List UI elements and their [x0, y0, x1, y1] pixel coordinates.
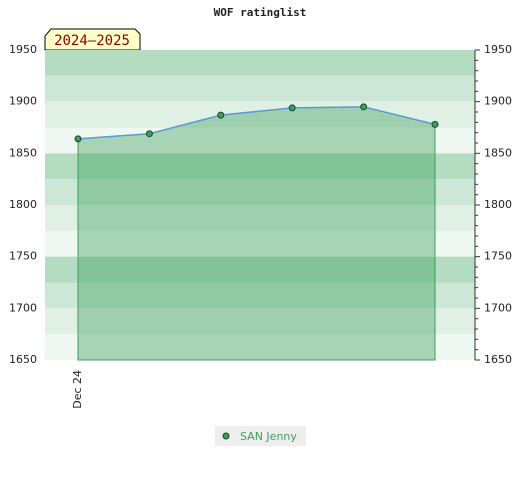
band	[45, 50, 475, 76]
point	[217, 111, 225, 119]
legend-marker	[222, 432, 230, 440]
y-tick-label: 1700	[9, 301, 37, 314]
y-tick-label: 1750	[9, 250, 37, 263]
point	[74, 135, 82, 143]
band	[45, 282, 475, 309]
point	[431, 120, 439, 128]
legend-box	[215, 426, 306, 446]
y-tick-label: 1800	[9, 198, 37, 211]
band	[45, 308, 475, 335]
y-tick-label: 1650	[9, 353, 37, 366]
band	[45, 75, 475, 102]
y2-tick-label: 1950	[484, 43, 512, 56]
y-tick-label: 1950	[9, 43, 37, 56]
band	[45, 153, 475, 180]
band	[45, 230, 475, 257]
band	[45, 101, 475, 128]
y2-tick-label: 1700	[484, 301, 512, 314]
y2-tick-label: 1650	[484, 353, 512, 366]
area	[77, 106, 436, 361]
band	[45, 334, 475, 360]
y2-tick-label: 1850	[484, 146, 512, 159]
band	[45, 179, 475, 205]
season-badge: 2024–2025	[54, 33, 130, 49]
y-tick-label: 1850	[9, 146, 37, 159]
legend-label: SAN Jenny	[240, 430, 297, 443]
band	[45, 127, 475, 154]
band	[45, 256, 475, 283]
line	[77, 106, 436, 140]
point	[288, 104, 296, 112]
y2-tick-label: 1800	[484, 198, 512, 211]
y-tick-label: 1900	[9, 95, 37, 108]
point	[360, 103, 368, 111]
y2-tick-label: 1750	[484, 250, 512, 263]
point	[145, 130, 153, 138]
x-tick-label: Dec 24	[71, 370, 84, 409]
chart-title: WOF ratinglist	[214, 6, 307, 19]
band	[45, 205, 475, 231]
y2-tick-label: 1900	[484, 95, 512, 108]
